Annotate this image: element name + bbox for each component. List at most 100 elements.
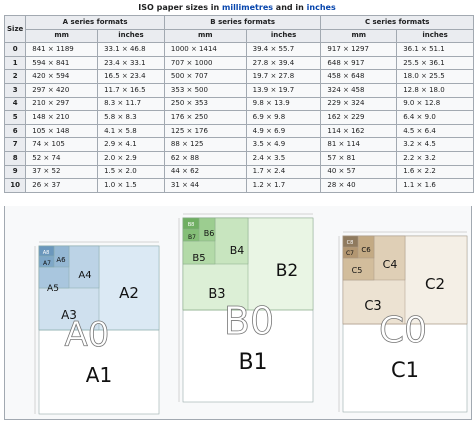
cell-b-mm: 707 × 1000 bbox=[163, 55, 247, 71]
a0-label: A0 bbox=[65, 315, 110, 355]
cell-a-in: 1.0 × 1.5 bbox=[97, 178, 165, 193]
b-mm-header: mm bbox=[163, 28, 247, 44]
b3-label: B3 bbox=[208, 287, 225, 302]
b1-label: B1 bbox=[238, 350, 267, 375]
cell-c-in: 6.4 × 9.0 bbox=[396, 110, 474, 125]
millimetres-link[interactable]: millimetres bbox=[221, 3, 274, 12]
a-series-diagram-cell: A0 A1 A2 A3 A4 A5 A6 A7 A8 bbox=[5, 206, 164, 419]
cell-b-in: 1.7 × 2.4 bbox=[245, 164, 322, 180]
cell-c-mm: 229 × 324 bbox=[320, 96, 398, 112]
cell-c-mm: 114 × 162 bbox=[320, 123, 398, 139]
caption-middle: and in bbox=[273, 3, 307, 12]
a8-label: A8 bbox=[43, 250, 50, 256]
cell-c-in: 2.2 × 3.2 bbox=[396, 150, 474, 166]
cell-a-in: 33.1 × 46.8 bbox=[97, 42, 165, 57]
cell-a-mm: 26 × 37 bbox=[25, 178, 99, 193]
cell-a-mm: 74 × 105 bbox=[25, 137, 99, 152]
b-series-diagram-cell: B0 B1 B2 B3 B4 B5 B6 B7 B8 bbox=[163, 206, 318, 419]
c-series-diagram: C0 C1 C2 C3 C4 C5 C6 C7 C8 bbox=[317, 206, 471, 419]
cell-size: 3 bbox=[3, 82, 27, 98]
size-header: Size bbox=[3, 14, 27, 44]
b-inches-header: inches bbox=[245, 28, 322, 44]
table-caption: ISO paper sizes in millimetres and in in… bbox=[0, 2, 474, 14]
cell-b-in: 13.9 × 19.7 bbox=[245, 82, 322, 98]
a2-label: A2 bbox=[119, 284, 139, 302]
table-row: 5 148 × 210 5.8 × 8.3 176 × 250 6.9 × 9.8 162… bbox=[3, 110, 474, 125]
cell-c-mm: 40 × 57 bbox=[320, 164, 398, 180]
cell-a-in: 23.4 × 33.1 bbox=[97, 55, 165, 71]
cell-b-in: 2.4 × 3.5 bbox=[245, 150, 322, 166]
cell-c-in: 12.8 × 18.0 bbox=[396, 82, 474, 98]
table-row: 7 74 × 105 2.9 × 4.1 88 × 125 3.5 × 4.9 81 × … bbox=[3, 137, 474, 152]
cell-a-mm: 52 × 74 bbox=[25, 150, 99, 166]
iso-paper-table: Size A series formats B series formats C… bbox=[3, 14, 474, 193]
cell-a-mm: 420 × 594 bbox=[25, 69, 99, 84]
cell-a-mm: 297 × 420 bbox=[25, 82, 99, 98]
cell-c-in: 1.1 × 1.6 bbox=[396, 178, 474, 193]
c5-label: C5 bbox=[352, 266, 363, 275]
cell-c-mm: 57 × 81 bbox=[320, 150, 398, 166]
c7-label: C7 bbox=[346, 250, 354, 257]
table-row: 10 26 × 37 1.0 × 1.5 31 × 44 1.2 × 1.7 28 × 4… bbox=[3, 178, 474, 193]
inches-link[interactable]: inches bbox=[306, 3, 336, 12]
b7-label: B7 bbox=[188, 234, 196, 241]
cell-c-in: 18.0 × 25.5 bbox=[396, 69, 474, 84]
b-series-diagram: B0 B1 B2 B3 B4 B5 B6 B7 B8 bbox=[163, 206, 317, 419]
a-series-diagram: A0 A1 A2 A3 A4 A5 A6 A7 A8 bbox=[5, 206, 163, 419]
table-row: 9 37 × 52 1.5 × 2.0 44 × 62 1.7 × 2.4 40 × 57… bbox=[3, 164, 474, 180]
cell-c-in: 3.2 × 4.5 bbox=[396, 137, 474, 152]
cell-b-mm: 88 × 125 bbox=[163, 137, 247, 152]
b0-label: B0 bbox=[224, 299, 274, 343]
c4-label: C4 bbox=[383, 258, 398, 271]
a3-label: A3 bbox=[61, 308, 77, 322]
a6-label: A6 bbox=[56, 256, 66, 264]
cell-size: 9 bbox=[3, 164, 27, 180]
cell-b-in: 27.8 × 39.4 bbox=[245, 55, 322, 71]
cell-b-in: 4.9 × 6.9 bbox=[245, 123, 322, 139]
c-series-header: C series formats bbox=[320, 15, 474, 30]
b4-label: B4 bbox=[230, 244, 245, 257]
table-row: 4 210 × 297 8.3 × 11.7 250 × 353 9.8 × 13.9 2… bbox=[3, 96, 474, 112]
cell-b-mm: 353 × 500 bbox=[163, 82, 247, 98]
cell-a-in: 8.3 × 11.7 bbox=[97, 96, 165, 112]
cell-size: 1 bbox=[3, 55, 27, 71]
cell-a-mm: 841 × 1189 bbox=[25, 42, 99, 57]
table-row: 3 297 × 420 11.7 × 16.5 353 × 500 13.9 × 19.… bbox=[3, 82, 474, 98]
cell-b-mm: 250 × 353 bbox=[163, 96, 247, 112]
cell-a-in: 16.5 × 23.4 bbox=[97, 69, 165, 84]
cell-c-mm: 28 × 40 bbox=[320, 178, 398, 193]
a5-label: A5 bbox=[47, 284, 59, 294]
cell-c-mm: 162 × 229 bbox=[320, 110, 398, 125]
cell-size: 7 bbox=[3, 137, 27, 152]
cell-size: 10 bbox=[3, 178, 27, 193]
cell-size: 5 bbox=[3, 110, 27, 125]
caption-prefix: ISO paper sizes in bbox=[138, 3, 222, 12]
b-series-header: B series formats bbox=[163, 15, 322, 30]
c8-label: C8 bbox=[347, 240, 354, 246]
cell-b-in: 19.7 × 27.8 bbox=[245, 69, 322, 84]
cell-c-mm: 81 × 114 bbox=[320, 137, 398, 152]
cell-b-in: 1.2 × 1.7 bbox=[245, 178, 322, 193]
cell-b-in: 6.9 × 9.8 bbox=[245, 110, 322, 125]
cell-b-mm: 125 × 176 bbox=[163, 123, 247, 139]
cell-b-mm: 62 × 88 bbox=[163, 150, 247, 166]
cell-a-mm: 594 × 841 bbox=[25, 55, 99, 71]
a4-label: A4 bbox=[78, 270, 91, 281]
table-row: 2 420 × 594 16.5 × 23.4 500 × 707 19.7 × 27.… bbox=[3, 69, 474, 84]
c6-label: C6 bbox=[361, 246, 371, 254]
c-series-diagram-cell: C0 C1 C2 C3 C4 C5 C6 C7 C8 bbox=[317, 206, 471, 419]
c3-label: C3 bbox=[364, 299, 381, 314]
cell-b-in: 39.4 × 55.7 bbox=[245, 42, 322, 57]
cell-size: 8 bbox=[3, 150, 27, 166]
b6-label: B6 bbox=[204, 229, 215, 238]
cell-a-mm: 105 × 148 bbox=[25, 123, 99, 139]
cell-c-in: 1.6 × 2.2 bbox=[396, 164, 474, 180]
cell-c-in: 9.0 × 12.8 bbox=[396, 96, 474, 112]
cell-c-mm: 324 × 458 bbox=[320, 82, 398, 98]
cell-size: 4 bbox=[3, 96, 27, 112]
cell-a-in: 2.9 × 4.1 bbox=[97, 137, 165, 152]
cell-b-mm: 31 × 44 bbox=[163, 178, 247, 193]
cell-a-in: 1.5 × 2.0 bbox=[97, 164, 165, 180]
table-row: 6 105 × 148 4.1 × 5.8 125 × 176 4.9 × 6.9 114… bbox=[3, 123, 474, 139]
b5-label: B5 bbox=[192, 253, 205, 264]
